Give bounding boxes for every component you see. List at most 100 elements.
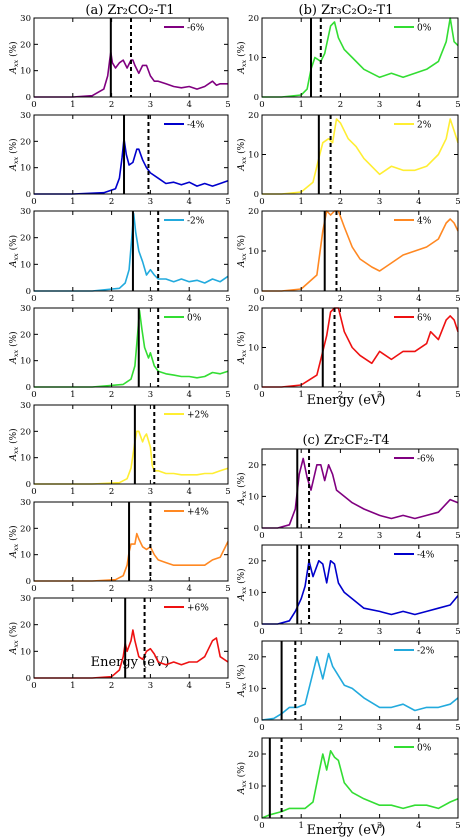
x-tick-label: 0 (259, 100, 264, 110)
legend-label: 0% (417, 744, 432, 754)
x-tick-label: 3 (377, 821, 382, 831)
x-tick-label: 4 (186, 197, 191, 207)
x-tick-label: 4 (186, 487, 191, 497)
x-tick-label: 3 (377, 390, 382, 400)
x-tick-label: 5 (455, 821, 460, 831)
x-tick-label: 2 (109, 294, 114, 304)
x-tick-label: 2 (338, 100, 343, 110)
y-tick-label: 0 (254, 620, 259, 630)
x-tick-label: 4 (416, 531, 421, 541)
y-tick-label: 30 (20, 594, 31, 604)
x-tick-label: 3 (148, 487, 153, 497)
x-tick-label: 5 (455, 627, 460, 637)
legend-label: +6% (187, 604, 209, 614)
x-tick-label: 5 (225, 487, 230, 497)
x-tick-label: 2 (109, 584, 114, 594)
series-line (261, 652, 459, 721)
y-tick-label: 10 (20, 647, 31, 657)
x-tick-label: 0 (259, 531, 264, 541)
y-tick-label: 30 (20, 14, 31, 24)
plot-frame (261, 737, 459, 819)
series-line (34, 212, 229, 292)
y-tick-label: 0 (26, 383, 31, 393)
series-line (262, 457, 459, 529)
legend-label: -4% (417, 551, 435, 561)
y-tick-label: 10 (248, 344, 259, 354)
y-tick-label: 20 (248, 14, 259, 24)
x-tick-label: 1 (298, 197, 303, 207)
panel-a-3: 0 1 2 3 4 5 0 10 20 30 Axx (%) 0% (8, 304, 231, 400)
y-tick-label: 20 (248, 207, 259, 217)
y-tick-label: 20 (248, 557, 259, 567)
y-tick-label: 10 (20, 357, 31, 367)
x-tick-label: 5 (225, 584, 230, 594)
x-tick-label: 4 (416, 821, 421, 831)
x-tick-label: 4 (416, 197, 421, 207)
y-axis-label: Axx (%) (8, 331, 20, 364)
y-tick-label: 0 (254, 287, 259, 297)
x-tick-label: 1 (70, 681, 75, 691)
x-tick-label: 1 (298, 627, 303, 637)
y-tick-label: 0 (26, 190, 31, 200)
x-tick-label: 1 (70, 390, 75, 400)
x-tick-label: 0 (259, 627, 264, 637)
y-axis-label: Axx (%) (8, 41, 20, 74)
y-axis-label: Axx (%) (8, 138, 20, 171)
x-tick-label: 2 (338, 531, 343, 541)
legend-label: 0% (187, 314, 202, 324)
x-tick-label: 4 (186, 681, 191, 691)
plot-frame (33, 597, 229, 679)
legend-label: 2% (417, 121, 432, 131)
x-tick-label: 2 (109, 487, 114, 497)
x-tick-label: 2 (338, 627, 343, 637)
y-tick-label: 20 (20, 524, 31, 534)
x-tick-label: 1 (298, 294, 303, 304)
plot-frame (33, 210, 229, 292)
y-axis-label: Axx (%) (236, 41, 248, 74)
xlabel-col-c: Energy (eV) (307, 823, 386, 838)
y-tick-label: 10 (248, 588, 259, 598)
x-tick-label: 3 (148, 681, 153, 691)
x-tick-label: 0 (31, 197, 36, 207)
panel-a-0: 0 1 2 3 4 5 0 10 20 30 Axx (%) -6% (8, 14, 231, 110)
x-tick-label: 4 (186, 390, 191, 400)
series-line (261, 749, 459, 819)
legend-label: 6% (417, 314, 432, 324)
series-line (34, 137, 229, 195)
y-axis-label: Axx (%) (236, 762, 248, 795)
x-tick-label: 1 (70, 197, 75, 207)
plot-frame (33, 114, 229, 195)
panel-a-5: 0 1 2 3 4 5 0 10 20 30 Axx (%) +4% (8, 498, 231, 594)
y-tick-label: 10 (20, 260, 31, 270)
x-tick-label: 3 (377, 294, 382, 304)
x-tick-label: 1 (298, 821, 303, 831)
y-tick-label: 10 (20, 67, 31, 77)
x-tick-label: 2 (109, 681, 114, 691)
y-tick-label: 10 (20, 164, 31, 174)
y-tick-label: 0 (254, 190, 259, 200)
x-tick-label: 2 (338, 294, 343, 304)
series-line (34, 532, 229, 582)
x-tick-label: 2 (338, 197, 343, 207)
legend-label: 4% (417, 217, 432, 227)
y-tick-label: 30 (20, 304, 31, 314)
panel-b-7: 0 1 2 3 4 5 0 10 20 Axx (%) 0% (236, 14, 461, 110)
panel-a-6: 0 1 2 3 4 5 0 10 20 30 Axx (%) +6% (8, 594, 231, 691)
y-tick-label: 0 (26, 674, 31, 684)
panel-b-9: 0 1 2 3 4 5 0 10 20 Axx (%) 4% (236, 207, 461, 304)
y-axis-label: Axx (%) (8, 428, 20, 461)
y-tick-label: 20 (20, 137, 31, 147)
x-tick-label: 5 (455, 100, 460, 110)
y-tick-label: 20 (20, 427, 31, 437)
x-tick-label: 0 (31, 584, 36, 594)
col-a-title: (a) Zr₂CO₂-T1 (85, 3, 174, 18)
series-line (34, 51, 228, 98)
xlabel-col-a: Energy (eV) (91, 655, 170, 670)
legend-label: -6% (417, 455, 435, 465)
y-tick-label: 20 (248, 111, 259, 121)
